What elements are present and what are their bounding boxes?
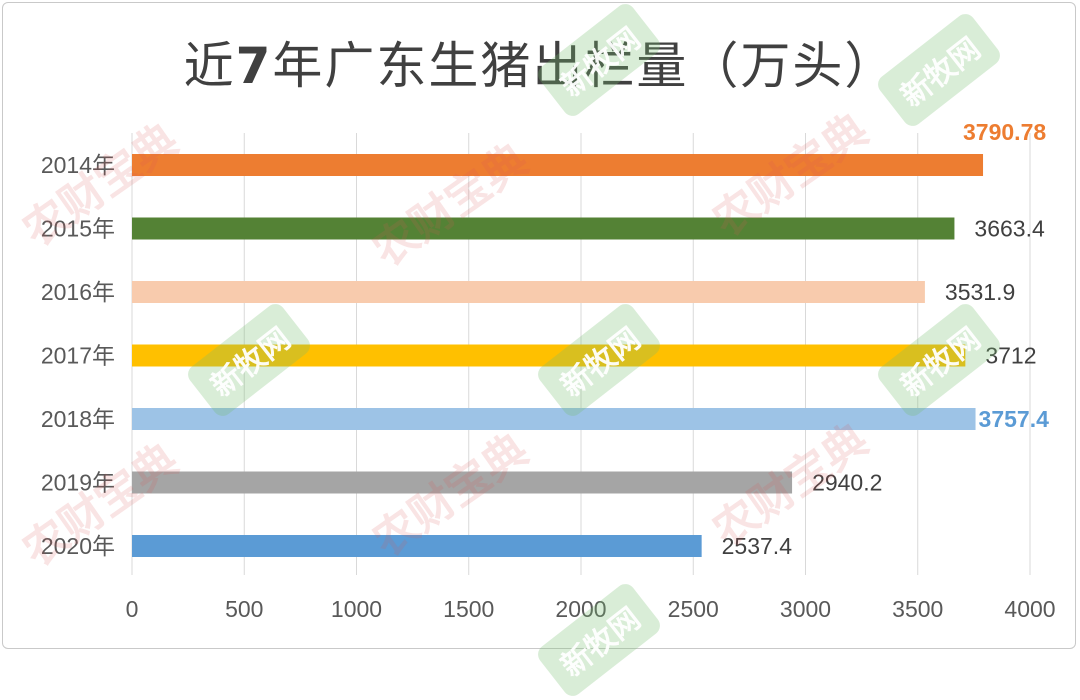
bar [132,281,925,303]
bar [132,154,984,176]
x-tick-label: 3500 [892,596,943,622]
bar-layer [132,154,984,557]
data-label: 3663.4 [974,216,1045,242]
y-tick-label: 2019年 [41,470,115,496]
x-tick-label: 3000 [780,596,831,622]
y-tick-label: 2014年 [41,152,115,178]
data-label: 2940.2 [812,470,882,496]
axis-layer: 0 500 1000 1500 2000 2500 3000 3500 4000 2014年 201… [41,152,1056,622]
bar [132,408,976,430]
y-tick-label: 2017年 [41,343,115,369]
x-tick-label: 1500 [443,596,494,622]
chart-title: 近7年广东生猪出栏量（万头） [0,26,1080,98]
x-tick-label: 1000 [331,596,382,622]
x-tick-label: 0 [126,596,139,622]
y-tick-label: 2020年 [41,533,115,559]
data-label: 3712 [985,343,1036,369]
bar [132,344,966,367]
x-tick-label: 500 [225,596,263,622]
bar-chart: 3790.78 3663.4 3531.9 3712 3757.4 2940.2 2537.… [41,119,1056,622]
y-tick-label: 2016年 [41,279,115,305]
label-layer: 3790.78 3663.4 3531.9 3712 3757.4 2940.2 2537.… [722,119,1049,559]
x-tick-label: 4000 [1004,596,1055,622]
title-suffix: 年广东生猪出栏量（万头） [272,37,897,95]
bar [132,217,955,240]
data-label: 3790.78 [963,119,1046,145]
data-label: 2537.4 [722,533,793,559]
title-bold-number: 7 [235,37,273,95]
bar [132,535,702,557]
x-tick-label: 2500 [668,596,719,622]
bar [132,471,793,494]
y-tick-label: 2015年 [41,216,115,242]
x-tick-label: 2000 [555,596,606,622]
y-tick-label: 2018年 [41,406,115,432]
data-label: 3757.4 [979,406,1050,432]
title-prefix: 近 [183,37,236,95]
data-label: 3531.9 [945,279,1015,305]
